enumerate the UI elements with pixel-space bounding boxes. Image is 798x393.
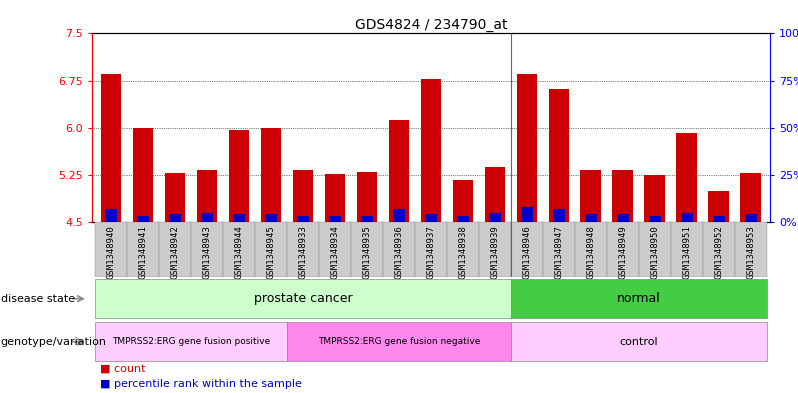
Bar bbox=[415, 222, 447, 277]
Bar bbox=[330, 217, 341, 222]
Bar bbox=[489, 213, 500, 222]
Bar bbox=[191, 222, 223, 277]
Bar bbox=[95, 279, 511, 318]
Title: GDS4824 / 234790_at: GDS4824 / 234790_at bbox=[354, 18, 508, 32]
Bar bbox=[159, 222, 191, 277]
Bar bbox=[645, 175, 666, 222]
Text: GSM1348936: GSM1348936 bbox=[394, 225, 404, 279]
Bar bbox=[580, 171, 602, 222]
Bar bbox=[681, 213, 693, 222]
Text: GSM1348934: GSM1348934 bbox=[330, 225, 339, 279]
Bar bbox=[319, 222, 351, 277]
Text: TMPRSS2:ERG gene fusion positive: TMPRSS2:ERG gene fusion positive bbox=[112, 338, 270, 346]
Bar bbox=[389, 120, 409, 222]
Bar bbox=[169, 215, 180, 222]
Bar bbox=[105, 209, 117, 222]
Text: GSM1348941: GSM1348941 bbox=[139, 225, 148, 279]
Bar bbox=[613, 171, 634, 222]
Bar bbox=[649, 217, 661, 222]
Bar bbox=[703, 222, 735, 277]
Bar bbox=[709, 191, 729, 222]
Bar bbox=[457, 217, 468, 222]
Bar bbox=[575, 222, 607, 277]
Bar bbox=[479, 222, 511, 277]
Bar bbox=[452, 180, 473, 222]
Text: TMPRSS2:ERG gene fusion negative: TMPRSS2:ERG gene fusion negative bbox=[318, 338, 480, 346]
Text: GSM1348952: GSM1348952 bbox=[714, 225, 723, 279]
Text: normal: normal bbox=[617, 292, 661, 305]
Bar bbox=[255, 222, 287, 277]
Bar bbox=[351, 222, 383, 277]
Bar bbox=[741, 173, 761, 222]
Bar bbox=[425, 215, 437, 222]
Bar bbox=[617, 215, 629, 222]
Bar bbox=[223, 222, 255, 277]
Bar bbox=[95, 222, 127, 277]
Text: prostate cancer: prostate cancer bbox=[254, 292, 352, 305]
Bar bbox=[101, 74, 121, 222]
Text: GSM1348942: GSM1348942 bbox=[171, 225, 180, 279]
Text: GSM1348940: GSM1348940 bbox=[106, 225, 116, 279]
Bar bbox=[293, 171, 314, 222]
Bar bbox=[639, 222, 671, 277]
Bar bbox=[95, 322, 287, 362]
Text: GSM1348951: GSM1348951 bbox=[682, 225, 691, 279]
Text: disease state: disease state bbox=[1, 294, 75, 304]
Bar bbox=[516, 74, 537, 222]
Bar bbox=[745, 215, 757, 222]
Bar bbox=[713, 217, 725, 222]
Text: GSM1348947: GSM1348947 bbox=[555, 225, 563, 279]
Text: GSM1348944: GSM1348944 bbox=[235, 225, 243, 279]
Text: GSM1348949: GSM1348949 bbox=[618, 225, 627, 279]
Text: genotype/variation: genotype/variation bbox=[1, 337, 107, 347]
Bar bbox=[447, 222, 479, 277]
Bar bbox=[127, 222, 159, 277]
Text: GSM1348946: GSM1348946 bbox=[523, 225, 531, 279]
Bar bbox=[361, 217, 373, 222]
Text: GSM1348950: GSM1348950 bbox=[650, 225, 659, 279]
Bar bbox=[735, 222, 767, 277]
Bar bbox=[511, 279, 767, 318]
Bar bbox=[484, 167, 505, 222]
Bar bbox=[265, 215, 277, 222]
Bar bbox=[325, 174, 346, 222]
Bar bbox=[228, 130, 249, 222]
Text: ■ count: ■ count bbox=[100, 364, 145, 373]
Bar bbox=[421, 79, 441, 222]
Text: control: control bbox=[619, 337, 658, 347]
Bar bbox=[553, 209, 565, 222]
Text: GSM1348943: GSM1348943 bbox=[203, 225, 211, 279]
Text: GSM1348935: GSM1348935 bbox=[362, 225, 371, 279]
Bar bbox=[585, 215, 597, 222]
Bar bbox=[196, 171, 217, 222]
Bar bbox=[677, 133, 697, 222]
Bar bbox=[543, 222, 575, 277]
Bar bbox=[287, 222, 319, 277]
Text: GSM1348933: GSM1348933 bbox=[298, 225, 307, 279]
Bar bbox=[548, 89, 569, 222]
Bar bbox=[383, 222, 415, 277]
Bar bbox=[201, 213, 213, 222]
Bar bbox=[164, 173, 185, 222]
Bar bbox=[132, 128, 153, 222]
Text: GSM1348945: GSM1348945 bbox=[267, 225, 275, 279]
Bar bbox=[393, 209, 405, 222]
Bar bbox=[671, 222, 703, 277]
Bar bbox=[137, 217, 148, 222]
Bar bbox=[233, 215, 245, 222]
Text: GSM1348939: GSM1348939 bbox=[491, 225, 500, 279]
Text: GSM1348948: GSM1348948 bbox=[587, 225, 595, 279]
Bar bbox=[511, 322, 767, 362]
Bar bbox=[357, 172, 377, 222]
Text: GSM1348938: GSM1348938 bbox=[458, 225, 468, 279]
Bar bbox=[260, 128, 282, 222]
Bar bbox=[297, 217, 309, 222]
Text: GSM1348937: GSM1348937 bbox=[426, 225, 436, 279]
Bar bbox=[607, 222, 639, 277]
Bar bbox=[287, 322, 511, 362]
Text: ■ percentile rank within the sample: ■ percentile rank within the sample bbox=[100, 379, 302, 389]
Bar bbox=[511, 222, 543, 277]
Text: GSM1348953: GSM1348953 bbox=[746, 225, 756, 279]
Bar bbox=[521, 207, 532, 222]
